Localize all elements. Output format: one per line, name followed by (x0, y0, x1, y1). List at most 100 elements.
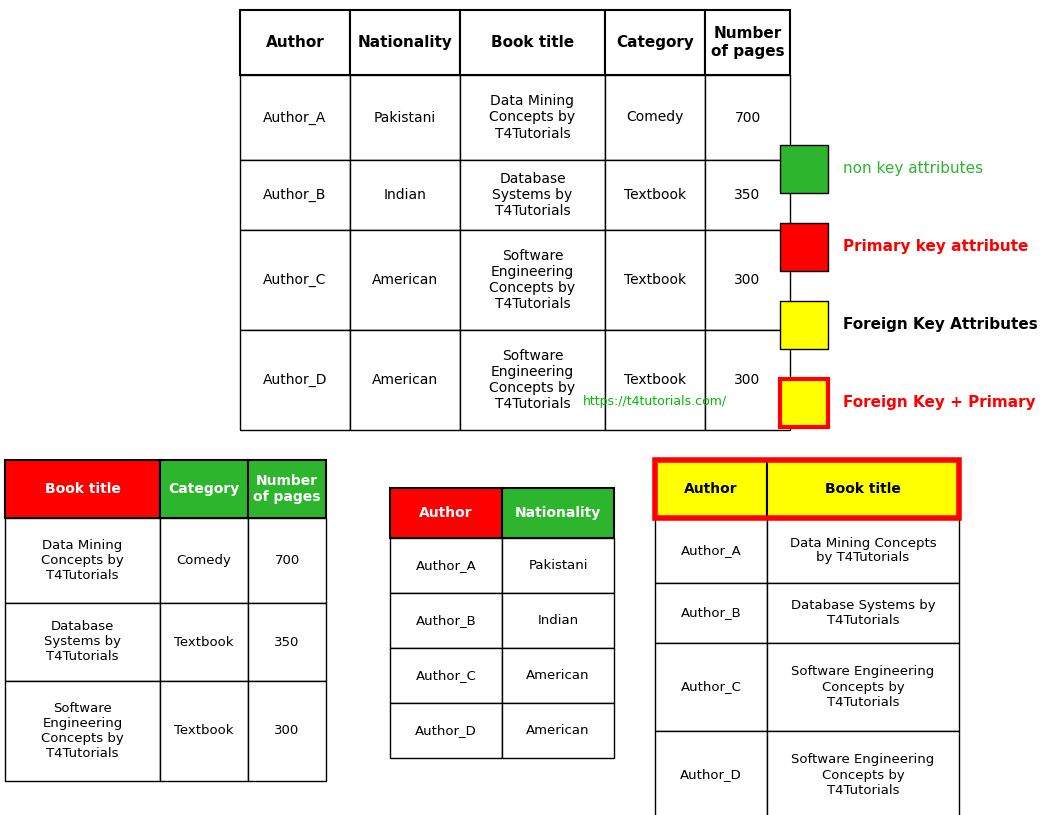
Bar (460, 230, 605, 330)
Text: Author_D: Author_D (263, 373, 327, 387)
Text: Number
of pages: Number of pages (253, 474, 321, 504)
Text: Book title: Book title (45, 482, 121, 496)
Text: non key attributes: non key attributes (843, 161, 983, 177)
Text: Author_A: Author_A (264, 110, 326, 125)
Bar (390, 593, 502, 648)
Text: Author_C: Author_C (416, 669, 476, 682)
Text: Author_D: Author_D (680, 769, 742, 782)
Bar (705, 330, 790, 430)
Bar (705, 230, 790, 330)
Bar (350, 230, 460, 330)
Bar (248, 681, 326, 781)
Bar (605, 330, 705, 430)
Bar (767, 583, 959, 643)
Bar (767, 518, 959, 583)
Text: Author: Author (685, 482, 738, 496)
Bar (5, 460, 160, 518)
Text: Author_B: Author_B (416, 614, 476, 627)
Text: Author_B: Author_B (264, 188, 327, 202)
Bar (655, 460, 767, 518)
Text: Data Mining
Concepts by
T4Tutorials: Data Mining Concepts by T4Tutorials (490, 95, 575, 141)
Text: American: American (372, 273, 438, 287)
Bar (460, 160, 605, 230)
Text: Category: Category (616, 35, 694, 50)
Bar (248, 603, 326, 681)
Bar (248, 518, 326, 603)
Text: Author_A: Author_A (416, 559, 476, 572)
Bar (160, 681, 248, 781)
Bar (248, 460, 326, 518)
Bar (655, 643, 767, 731)
Bar (605, 75, 705, 160)
Text: Foreign Key + Primary Key: Foreign Key + Primary Key (843, 395, 1042, 411)
Text: Nationality: Nationality (515, 506, 601, 520)
Bar (240, 10, 350, 75)
Text: Pakistani: Pakistani (374, 111, 437, 125)
Text: Database
Systems by
T4Tutorials: Database Systems by T4Tutorials (44, 620, 121, 663)
Text: 700: 700 (735, 111, 761, 125)
Bar (767, 460, 959, 518)
Text: Book title: Book title (491, 35, 574, 50)
Bar (350, 75, 460, 160)
Text: Foreign Key Attributes: Foreign Key Attributes (843, 318, 1038, 333)
Bar (460, 330, 605, 430)
Text: Database Systems by
T4Tutorials: Database Systems by T4Tutorials (791, 599, 936, 627)
Text: Author_C: Author_C (680, 681, 742, 694)
Bar (350, 160, 460, 230)
Text: Pakistani: Pakistani (528, 559, 588, 572)
Bar (350, 330, 460, 430)
Text: 350: 350 (735, 188, 761, 202)
Text: American: American (526, 724, 590, 737)
Text: Category: Category (169, 482, 240, 496)
Bar (390, 703, 502, 758)
Text: Book title: Book title (825, 482, 901, 496)
Text: Number
of pages: Number of pages (711, 26, 785, 59)
Text: 700: 700 (274, 554, 300, 567)
Bar (160, 518, 248, 603)
Bar (705, 75, 790, 160)
Bar (767, 731, 959, 815)
Text: Comedy: Comedy (626, 111, 684, 125)
Bar (502, 538, 614, 593)
Text: Indian: Indian (538, 614, 578, 627)
Bar (655, 518, 767, 583)
Bar (767, 643, 959, 731)
Bar (705, 10, 790, 75)
Text: 350: 350 (274, 636, 300, 649)
Bar (502, 703, 614, 758)
Bar (780, 145, 828, 193)
Text: Software
Engineering
Concepts by
T4Tutorials: Software Engineering Concepts by T4Tutor… (490, 349, 575, 412)
Bar (5, 603, 160, 681)
Text: Author_C: Author_C (264, 273, 327, 287)
Text: Data Mining
Concepts by
T4Tutorials: Data Mining Concepts by T4Tutorials (41, 539, 124, 582)
Text: Author_A: Author_A (680, 544, 741, 557)
Bar (605, 230, 705, 330)
Bar (160, 460, 248, 518)
Text: 300: 300 (735, 373, 761, 387)
Text: https://t4tutorials.com/: https://t4tutorials.com/ (582, 395, 727, 408)
Text: Author_B: Author_B (680, 606, 741, 619)
Text: Textbook: Textbook (624, 273, 686, 287)
Bar (240, 160, 350, 230)
Bar (240, 75, 350, 160)
Bar (605, 10, 705, 75)
Bar (350, 10, 460, 75)
Bar (780, 379, 828, 427)
Text: Software Engineering
Concepts by
T4Tutorials: Software Engineering Concepts by T4Tutor… (791, 666, 935, 708)
Bar (5, 681, 160, 781)
Text: 300: 300 (274, 725, 300, 738)
Bar (705, 160, 790, 230)
Bar (390, 538, 502, 593)
Text: American: American (526, 669, 590, 682)
Bar (502, 593, 614, 648)
Bar (502, 488, 614, 538)
Bar (390, 488, 502, 538)
Bar (655, 583, 767, 643)
Bar (780, 223, 828, 271)
Bar (390, 648, 502, 703)
Text: Primary key attribute: Primary key attribute (843, 240, 1028, 254)
Text: Indian: Indian (383, 188, 426, 202)
Bar (240, 330, 350, 430)
Text: Author: Author (419, 506, 473, 520)
Text: Nationality: Nationality (357, 35, 452, 50)
